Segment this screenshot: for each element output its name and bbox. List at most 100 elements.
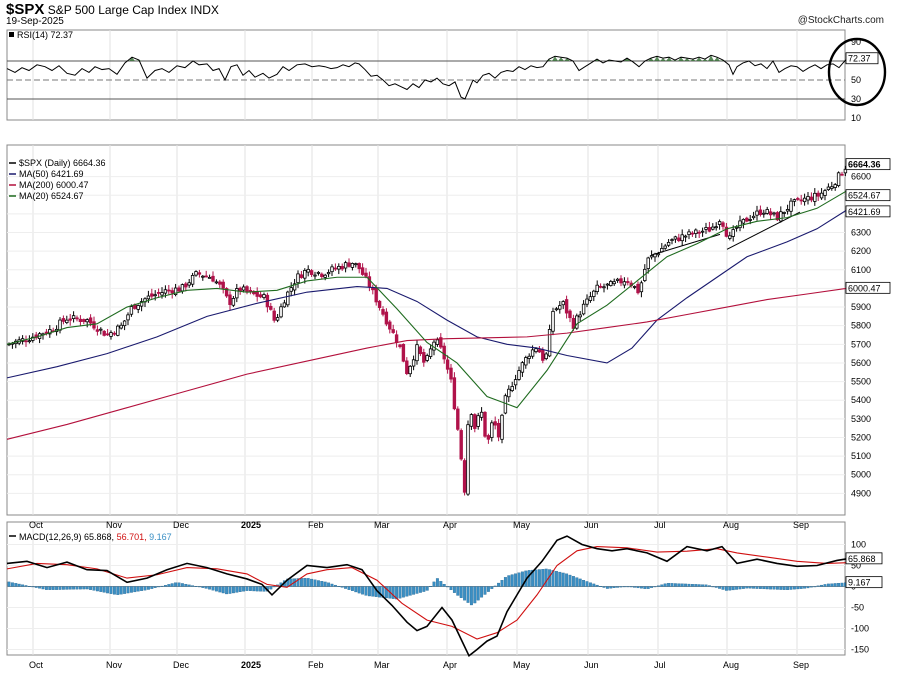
histogram-bar [459,586,463,598]
candle [500,413,504,444]
candle-down [697,231,701,234]
histogram-bar [789,586,793,590]
candle [802,193,807,206]
histogram-bar [721,586,725,590]
histogram-bar [38,586,42,589]
candle [360,263,365,276]
candle-up [510,386,514,391]
candle-down [418,346,423,355]
histogram-bar [218,586,222,593]
candle-down [677,237,681,242]
histogram-bar [779,586,783,590]
candle-up [126,314,130,321]
month-label: Nov [106,520,123,530]
candle-down [636,283,640,294]
histogram-bar [772,586,776,590]
candle-up [354,263,358,266]
histogram-bar [820,584,824,587]
candle-down [626,281,630,283]
candle-up [503,395,508,414]
candle [201,275,205,281]
histogram-bar [575,577,579,587]
histogram-bar [65,586,69,590]
histogram-bar [316,580,320,587]
candle-down [796,198,800,200]
histogram-bar [208,586,212,590]
candle-down [167,289,171,292]
candle-up [554,308,559,311]
candle [272,307,276,323]
candle-up [612,281,616,285]
candle-up [819,192,824,199]
candle [92,316,96,331]
histogram-bar [490,586,494,589]
candle-down [238,287,242,292]
candle-up [602,286,606,289]
candle-up [326,272,331,275]
histogram-bar [405,586,409,597]
candle [194,270,198,277]
candle [561,300,565,310]
candle-down [809,196,814,201]
histogram-bar [469,586,473,606]
candle-down [445,359,450,370]
candle [289,282,293,297]
candle [714,222,718,231]
candle [116,324,120,337]
candle [112,331,117,336]
histogram-bar [146,586,150,590]
candle [806,191,810,205]
candle-up [615,278,620,281]
histogram-bar [320,581,324,587]
month-label: May [513,520,531,530]
month-label: Sep [793,660,809,670]
candle-up [673,236,678,240]
candle [102,330,106,337]
candle-up [547,329,552,357]
candle [490,420,494,442]
candle [564,295,569,319]
histogram-bar [55,586,59,590]
candle [466,420,470,496]
histogram-bar [58,586,62,590]
candle [340,263,344,271]
candle [235,283,239,303]
histogram-bar [724,586,728,591]
candle-down [381,309,385,315]
candle-up [469,414,474,427]
candle [598,283,603,289]
histogram-bar [27,586,31,587]
histogram-bar [167,584,171,587]
candle [377,299,382,311]
candle [190,272,195,288]
candle [826,183,831,191]
exchange-label: INDX [190,3,219,17]
candle [520,361,525,377]
candle-up [595,284,599,293]
candle-up [683,235,688,238]
candle [554,307,559,312]
price-value-label: 6664.36 [848,160,881,170]
candle [700,227,705,237]
macd-legend: MACD(12,26,9) 65.868, 56.701, 9.167 [19,532,172,542]
histogram-bar [463,586,467,601]
candle-up [558,305,562,310]
candle-down [357,263,361,270]
histogram-bar [17,583,21,587]
candle-down [105,333,110,336]
histogram-bar [809,586,813,588]
candle-up [292,283,297,291]
histogram-bar [109,586,113,594]
histogram-bar [106,586,110,594]
histogram-bar [347,586,351,590]
histogram-bar [401,586,405,598]
histogram-bar [656,585,660,587]
candle-down [228,294,232,305]
candle [398,343,402,349]
price-tick-label: 5600 [851,358,871,368]
candle-down [745,217,749,222]
candle [306,265,310,277]
candle-down [473,414,477,429]
candle-up [180,284,185,292]
